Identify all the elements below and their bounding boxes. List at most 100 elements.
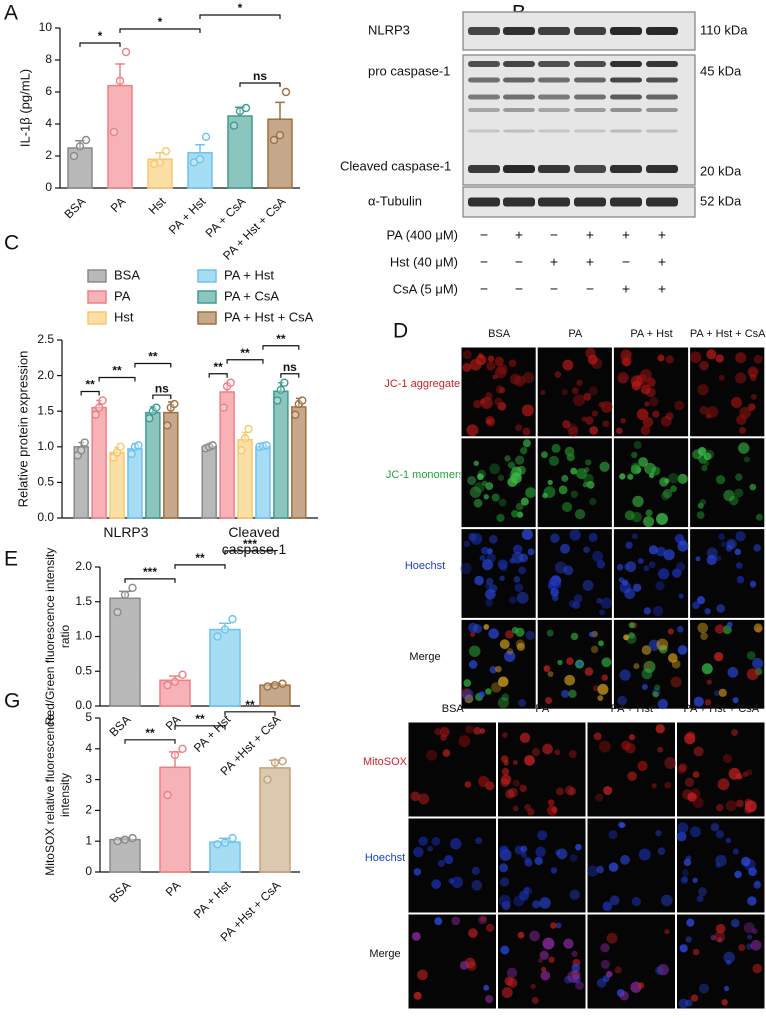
x-tick-label: PA + Hst bbox=[191, 878, 234, 921]
cell bbox=[487, 355, 495, 363]
cell bbox=[692, 771, 700, 778]
significance-label: ** bbox=[112, 364, 122, 378]
row-label-text: Hoechst bbox=[404, 560, 446, 572]
band-label: Cleaved caspase-1 bbox=[340, 158, 451, 173]
cell bbox=[699, 499, 706, 506]
cell bbox=[671, 659, 681, 669]
y-axis-label: IL-1β (pg/mL) bbox=[17, 69, 32, 147]
cell bbox=[505, 630, 514, 639]
cell bbox=[484, 588, 496, 600]
data-point bbox=[213, 632, 222, 641]
cell bbox=[418, 793, 430, 805]
cell bbox=[606, 970, 613, 978]
cell bbox=[575, 468, 587, 480]
cell bbox=[725, 837, 732, 844]
legend-label: BSA bbox=[114, 267, 140, 282]
column-header: PA + Hst bbox=[630, 328, 672, 340]
cell bbox=[497, 559, 508, 570]
cell bbox=[645, 509, 653, 517]
cell bbox=[625, 541, 633, 549]
treatment-label: CsA (5 μM) bbox=[393, 281, 458, 296]
cell bbox=[741, 856, 751, 867]
legend-swatch bbox=[87, 311, 107, 325]
cell bbox=[706, 679, 712, 685]
significance-label: ns bbox=[155, 381, 169, 395]
cell bbox=[459, 961, 469, 970]
cell bbox=[746, 668, 759, 681]
cell bbox=[507, 977, 518, 988]
cell bbox=[735, 352, 747, 364]
cell bbox=[427, 845, 434, 852]
significance-bracket bbox=[199, 14, 281, 19]
cell bbox=[450, 838, 462, 850]
significance-label: ns bbox=[253, 69, 267, 83]
data-point bbox=[229, 121, 239, 130]
blot-band bbox=[646, 94, 678, 100]
cell bbox=[655, 546, 666, 557]
cell bbox=[524, 803, 532, 811]
cell bbox=[513, 576, 521, 583]
cell bbox=[715, 803, 724, 812]
cell bbox=[753, 544, 761, 552]
y-tick-label: 0.0 bbox=[75, 698, 92, 712]
cell bbox=[564, 674, 576, 686]
cell bbox=[539, 897, 551, 909]
cell bbox=[519, 890, 530, 901]
treatment-sign: + bbox=[622, 281, 630, 297]
cell bbox=[583, 392, 592, 401]
data-point bbox=[273, 396, 282, 405]
cell bbox=[716, 475, 726, 485]
row-label-text: JC-1 monomers bbox=[385, 469, 465, 482]
cell bbox=[481, 559, 494, 571]
cell bbox=[473, 498, 483, 508]
cell bbox=[727, 621, 733, 628]
cell bbox=[646, 377, 656, 387]
cell bbox=[501, 901, 511, 911]
treatment-sign: + bbox=[658, 227, 666, 243]
cell bbox=[677, 764, 686, 774]
cell bbox=[518, 566, 526, 575]
cell bbox=[413, 846, 424, 858]
data-point bbox=[163, 790, 172, 800]
cell bbox=[489, 463, 501, 475]
cell bbox=[663, 549, 675, 561]
cell bbox=[537, 830, 548, 841]
data-point bbox=[278, 756, 287, 766]
cell bbox=[588, 386, 598, 396]
cell bbox=[468, 660, 478, 669]
significance-label: ** bbox=[213, 360, 223, 374]
cell bbox=[589, 426, 599, 435]
significance-bracket bbox=[124, 739, 176, 744]
data-point bbox=[113, 837, 122, 846]
cell bbox=[520, 446, 528, 455]
cell bbox=[542, 937, 555, 950]
row-label: Hoechst bbox=[365, 852, 405, 864]
cell bbox=[664, 781, 672, 789]
cell bbox=[535, 846, 546, 858]
cell bbox=[585, 416, 594, 425]
micrograph bbox=[586, 817, 676, 914]
cell bbox=[499, 563, 508, 572]
data-point bbox=[262, 441, 271, 450]
significance-bracket bbox=[80, 390, 100, 396]
cell bbox=[616, 563, 624, 571]
cell bbox=[727, 666, 739, 678]
blot-band bbox=[610, 197, 642, 207]
cell bbox=[514, 583, 524, 592]
column-header: PA bbox=[568, 328, 583, 340]
cell bbox=[568, 689, 577, 699]
cell bbox=[561, 474, 569, 482]
x-tick-label-text: NLRP3 bbox=[103, 524, 149, 540]
cell bbox=[697, 622, 709, 634]
data-point bbox=[278, 679, 287, 688]
data-point bbox=[163, 421, 172, 430]
cell bbox=[652, 691, 659, 698]
micrograph bbox=[586, 913, 676, 1010]
cell bbox=[542, 743, 553, 755]
cell bbox=[692, 796, 704, 808]
blot-band bbox=[646, 197, 678, 207]
cell bbox=[478, 691, 485, 698]
y-tick-label: 6 bbox=[45, 84, 52, 98]
cell bbox=[480, 397, 493, 409]
cell bbox=[600, 597, 612, 609]
